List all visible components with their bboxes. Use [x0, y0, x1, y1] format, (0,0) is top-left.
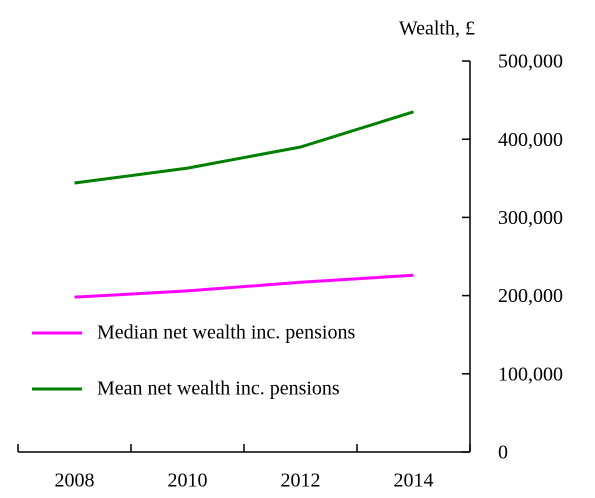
- y-tick-label: 200,000: [498, 285, 563, 307]
- legend-label: Median net wealth inc. pensions: [97, 322, 355, 344]
- x-tick-label: 2012: [281, 470, 321, 492]
- y-tick-label: 400,000: [498, 129, 563, 151]
- x-tick-label: 2008: [55, 470, 95, 492]
- y-tick-label: 300,000: [498, 207, 563, 229]
- y-tick-label: 100,000: [498, 363, 563, 385]
- x-tick-label: 2014: [394, 470, 434, 492]
- legend-label: Mean net wealth inc. pensions: [97, 378, 340, 400]
- series-line: [74, 110, 414, 185]
- axis-title: Wealth, £: [399, 18, 475, 40]
- y-tick-label: 0: [498, 442, 508, 464]
- series-line: [74, 273, 414, 299]
- x-tick-label: 2010: [168, 470, 208, 492]
- y-tick-label: 500,000: [498, 51, 563, 73]
